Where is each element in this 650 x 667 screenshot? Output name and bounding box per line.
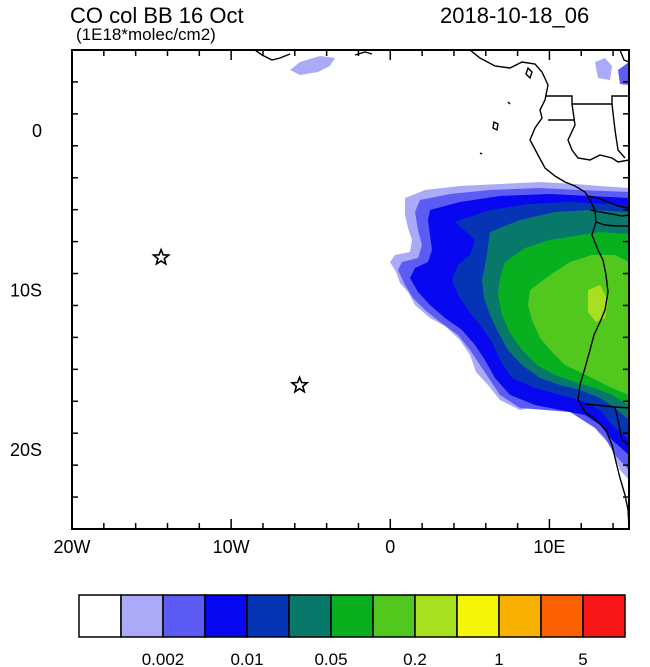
star-marker-st-helena-icon <box>289 375 310 394</box>
colorbar-label: 0.2 <box>403 650 427 667</box>
y-axis-labels: 0 10S 20S <box>10 121 42 460</box>
x-tick-label: 10E <box>533 537 565 557</box>
colorbar-box <box>78 594 122 638</box>
annobon-island <box>479 152 483 155</box>
gulf-of-guinea-coast <box>354 51 373 56</box>
colorbar-box <box>246 594 290 638</box>
colorbar-box <box>414 594 458 638</box>
x-tick-label: 10W <box>213 537 250 557</box>
y-tick-label: 20S <box>10 440 42 460</box>
colorbar-box <box>288 594 332 638</box>
plume-top-right-2 <box>618 62 629 85</box>
colorbar-box <box>120 594 164 638</box>
border-cabinda <box>587 195 629 209</box>
sao-tome-island <box>492 120 499 132</box>
valid-time: 2018-10-18_06 <box>440 3 590 28</box>
colorbar-label: 5 <box>578 650 587 667</box>
principe-island <box>507 101 511 105</box>
colorbar-box <box>582 594 626 638</box>
y-tick-label: 0 <box>32 121 42 141</box>
border-cameroon-gabon <box>545 95 629 105</box>
colorbar-box <box>162 594 206 638</box>
border-namibia-inner <box>614 406 629 446</box>
colorbar: 0.002 0.01 0.05 0.2 1 5 <box>78 594 626 667</box>
bioko-island <box>525 66 533 80</box>
border-gabon-congo <box>567 103 629 163</box>
colorbar-box <box>330 594 374 638</box>
colorbar-label: 0.002 <box>142 650 185 667</box>
x-tick-label: 0 <box>385 537 395 557</box>
west-africa-coast <box>254 50 291 61</box>
plume-level-8 <box>588 285 608 322</box>
colorbar-box <box>456 594 500 638</box>
border-angola-namibia <box>584 403 629 409</box>
map-title: CO col BB 16 Oct <box>70 3 244 28</box>
border-angola-inner <box>595 221 629 227</box>
plume-level-7 <box>528 255 629 395</box>
co-plume <box>290 56 629 480</box>
colorbar-label: 1 <box>494 650 503 667</box>
colorbar-box <box>540 594 584 638</box>
station-markers <box>151 247 310 394</box>
x-axis-labels: 20W 10W 0 10E <box>53 537 565 557</box>
border-congo-drc <box>611 103 626 159</box>
colorbar-box <box>372 594 416 638</box>
star-marker-ascension-icon <box>151 247 171 266</box>
border-tiny-north <box>619 50 629 63</box>
colorbar-box <box>204 594 248 638</box>
axis-ticks <box>71 49 629 530</box>
colorbar-box <box>498 594 542 638</box>
border-drc-angola <box>589 209 629 217</box>
plot-frame <box>71 49 630 530</box>
x-tick-label: 20W <box>53 537 90 557</box>
coastlines <box>254 50 629 529</box>
plume-top-right <box>595 58 612 80</box>
plume-top-light <box>290 56 335 75</box>
units-label: (1E18*molec/cm2) <box>76 25 216 44</box>
y-tick-label: 10S <box>10 281 42 301</box>
colorbar-label: 0.05 <box>314 650 347 667</box>
colorbar-label: 0.01 <box>230 650 263 667</box>
